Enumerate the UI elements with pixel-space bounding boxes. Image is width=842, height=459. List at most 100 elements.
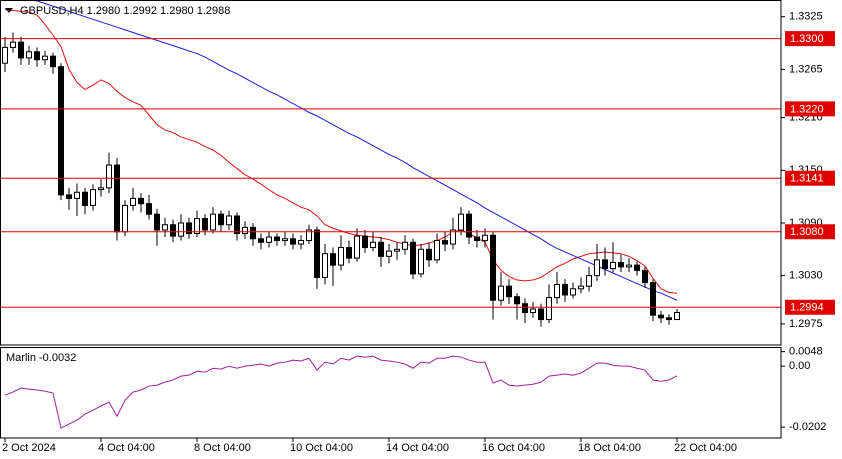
candle-body bbox=[546, 297, 552, 321]
level-label: 1.3220 bbox=[790, 103, 824, 115]
candle-body bbox=[314, 229, 320, 278]
candle-body bbox=[538, 308, 544, 321]
candle-body bbox=[274, 236, 280, 242]
candle-body bbox=[226, 215, 232, 226]
level-label-box bbox=[785, 224, 835, 240]
candle-body bbox=[562, 283, 568, 296]
main-frame bbox=[0, 0, 782, 346]
x-tick-label: 2 Oct 2024 bbox=[2, 442, 56, 454]
candle-body bbox=[450, 229, 456, 245]
candle-body bbox=[138, 197, 144, 205]
candle-body bbox=[66, 194, 72, 199]
candle-body bbox=[250, 226, 256, 240]
candle-body bbox=[522, 303, 528, 314]
candle-body bbox=[154, 213, 160, 231]
candle-body bbox=[402, 241, 408, 250]
candle-body bbox=[162, 224, 168, 231]
candle-body bbox=[626, 264, 632, 268]
candle-body bbox=[418, 248, 424, 275]
candle-body bbox=[642, 269, 648, 284]
main-plot bbox=[1, 0, 781, 327]
candle-body bbox=[18, 41, 24, 59]
candle-body bbox=[362, 235, 368, 249]
candle-body bbox=[466, 213, 472, 238]
candle-body bbox=[498, 285, 504, 301]
chart-title: GBPUSD,H4 1.2980 1.2992 1.2980 1.2988 bbox=[20, 5, 230, 17]
level-label: 1.3141 bbox=[790, 173, 824, 185]
candle-body bbox=[90, 189, 96, 206]
level-label: 1.2994 bbox=[790, 302, 824, 314]
candle-body bbox=[298, 240, 304, 245]
candle-body bbox=[394, 248, 400, 252]
candle-body bbox=[570, 288, 576, 296]
moving-average bbox=[4, 9, 678, 294]
candle-body bbox=[490, 234, 496, 301]
candle-body bbox=[602, 259, 608, 270]
menu-arrow[interactable] bbox=[5, 8, 13, 13]
candle-body bbox=[610, 261, 616, 270]
candle-body bbox=[618, 261, 624, 268]
x-tick-label: 4 Oct 04:00 bbox=[98, 442, 155, 454]
y-tick-label: -0.0202 bbox=[789, 421, 826, 433]
candle-body bbox=[146, 203, 152, 215]
x-tick-label: 18 Oct 04:00 bbox=[578, 442, 641, 454]
candle-body bbox=[378, 241, 384, 257]
level-label: 1.3080 bbox=[790, 226, 824, 238]
candle-body bbox=[282, 238, 288, 242]
candle-body bbox=[50, 55, 56, 68]
candle-body bbox=[330, 253, 336, 266]
candle-body bbox=[346, 247, 352, 259]
candle-body bbox=[58, 66, 64, 196]
candle-body bbox=[658, 314, 664, 319]
candle-body bbox=[186, 222, 192, 235]
x-tick-label: 14 Oct 04:00 bbox=[386, 442, 449, 454]
level-label: 1.3300 bbox=[790, 33, 824, 45]
y-tick-label: 1.2975 bbox=[789, 318, 823, 330]
candle-body bbox=[130, 197, 136, 206]
indicator-frame bbox=[0, 347, 782, 439]
level-label-box bbox=[785, 31, 835, 47]
indicator-title: Marlin -0.0032 bbox=[6, 352, 76, 364]
candle-body bbox=[122, 204, 128, 233]
candle-body bbox=[322, 253, 328, 278]
candle-body bbox=[98, 187, 104, 191]
candle-body bbox=[258, 238, 264, 243]
x-tick-label: 10 Oct 04:00 bbox=[290, 442, 353, 454]
indicator-line bbox=[4, 355, 678, 429]
candle-body bbox=[506, 285, 512, 298]
candle-body bbox=[458, 213, 464, 231]
candle-body bbox=[410, 241, 416, 275]
candle-body bbox=[586, 275, 592, 287]
candle-body bbox=[194, 218, 200, 235]
candle-body bbox=[210, 213, 216, 231]
candle-body bbox=[170, 224, 176, 237]
candle-body bbox=[114, 164, 120, 233]
candle-body bbox=[234, 215, 240, 235]
candle-body bbox=[82, 191, 88, 206]
candle-body bbox=[514, 296, 520, 305]
indicator-plot bbox=[4, 355, 678, 429]
candle-body bbox=[34, 51, 40, 61]
x-tick-label: 16 Oct 04:00 bbox=[482, 442, 545, 454]
y-tick-label: 0.00 bbox=[789, 360, 810, 372]
candle-body bbox=[482, 234, 488, 242]
candle-body bbox=[338, 247, 344, 266]
candle-body bbox=[26, 51, 32, 59]
candle-body bbox=[442, 240, 448, 245]
x-tick-label: 22 Oct 04:00 bbox=[674, 442, 737, 454]
candle-body bbox=[266, 236, 272, 243]
candle-body bbox=[530, 308, 536, 314]
candle-body bbox=[290, 238, 296, 245]
candle-body bbox=[650, 282, 656, 316]
candle-body bbox=[386, 250, 392, 257]
candle-body bbox=[106, 164, 112, 189]
candle-body bbox=[666, 317, 672, 321]
candle-body bbox=[594, 259, 600, 277]
candle-body bbox=[10, 41, 16, 48]
candle-body bbox=[242, 226, 248, 235]
candle-body bbox=[426, 248, 432, 261]
